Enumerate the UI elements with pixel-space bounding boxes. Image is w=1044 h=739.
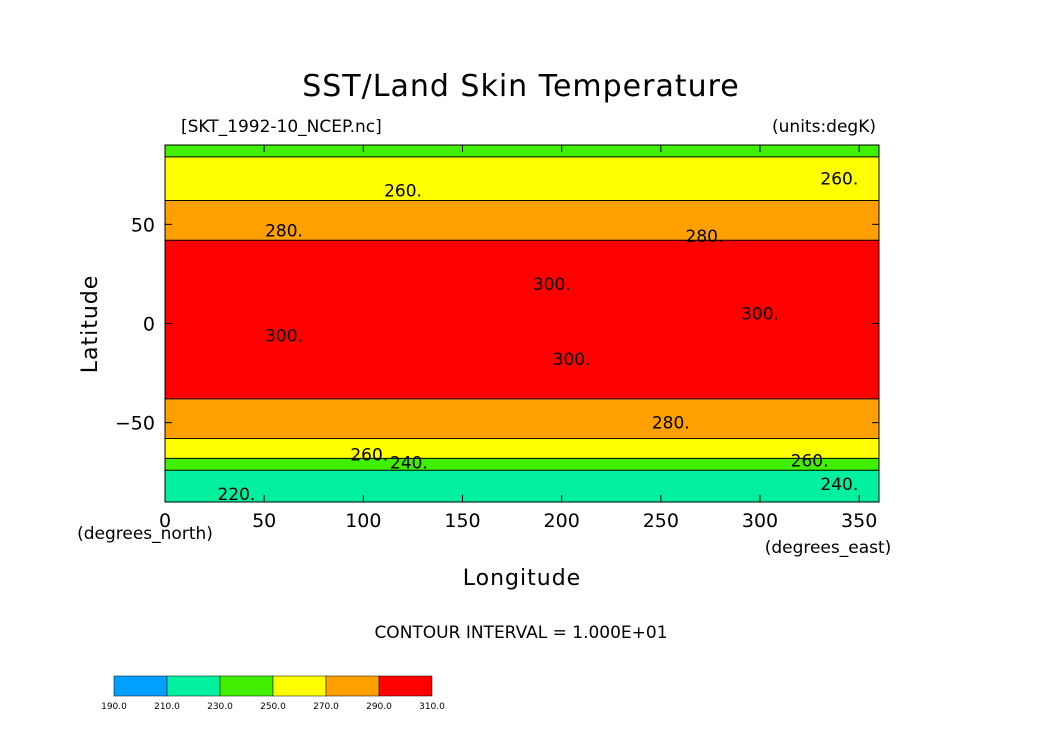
units-label: (units:degK) bbox=[772, 117, 876, 137]
x-axis-ticks: 0 50 100 150 200 250 300 350 bbox=[159, 145, 877, 532]
y-tick-label-2: 50 bbox=[131, 214, 155, 236]
chart-title: SST/Land Skin Temperature bbox=[302, 69, 740, 104]
y-axis-ticks: −50 0 50 bbox=[115, 214, 879, 435]
contour-label-7: 300. bbox=[553, 350, 591, 370]
plot-area bbox=[165, 145, 879, 502]
x-tick-label-1: 50 bbox=[252, 510, 276, 532]
contour-labels: 260. 260. 280. 280. 300. 300. 300. 300. 280. 260.… bbox=[217, 170, 858, 505]
temperature-band-7 bbox=[165, 470, 879, 502]
contour-label-3: 280. bbox=[686, 227, 724, 247]
x-tick-label-6: 300 bbox=[742, 510, 778, 532]
temperature-band-2 bbox=[165, 200, 879, 241]
temperature-band-5 bbox=[165, 438, 879, 459]
x-tick-label-4: 200 bbox=[544, 510, 580, 532]
x-tick-label-3: 150 bbox=[444, 510, 480, 532]
colorbar-level-label-2: 230.0 bbox=[207, 702, 233, 712]
colorbar-level-label-1: 210.0 bbox=[154, 702, 180, 712]
temperature-band-1 bbox=[165, 156, 879, 201]
temperature-band-0 bbox=[165, 145, 879, 157]
file-label: [SKT_1992-10_NCEP.nc] bbox=[181, 117, 382, 137]
x-tick-label-5: 250 bbox=[643, 510, 679, 532]
colorbar-level-label-4: 270.0 bbox=[313, 702, 339, 712]
contour-label-1: 260. bbox=[820, 170, 858, 190]
colorbar-swatch-3 bbox=[272, 675, 327, 697]
colorbar-level-label-6: 310.0 bbox=[419, 702, 445, 712]
y-tick-label-0: −50 bbox=[115, 413, 155, 435]
contour-label-2: 280. bbox=[265, 221, 303, 241]
colorbar-swatch-5 bbox=[378, 675, 433, 697]
temperature-band-3 bbox=[165, 240, 879, 399]
contour-interval-note: CONTOUR INTERVAL = 1.000E+01 bbox=[374, 623, 667, 643]
x-tick-label-7: 350 bbox=[841, 510, 877, 532]
colorbar: 190.0 210.0 230.0 250.0 270.0 290.0 310.0 bbox=[101, 675, 445, 712]
contour-label-5: 300. bbox=[741, 305, 779, 325]
contour-label-8: 280. bbox=[652, 414, 690, 434]
x-axis-label: Longitude bbox=[463, 566, 581, 591]
contour-label-12: 240. bbox=[820, 475, 858, 495]
y-tick-label-1: 0 bbox=[143, 314, 155, 336]
y-unit-label: (degrees_north) bbox=[77, 524, 213, 544]
contour-label-13: 220. bbox=[217, 485, 255, 505]
contour-label-4: 300. bbox=[533, 275, 571, 295]
contour-label-0: 260. bbox=[384, 182, 422, 202]
contour-label-10: 240. bbox=[390, 453, 428, 473]
colorbar-swatch-2 bbox=[219, 675, 274, 697]
x-unit-label: (degrees_east) bbox=[765, 538, 892, 558]
x-tick-label-2: 100 bbox=[345, 510, 381, 532]
contour-label-6: 300. bbox=[265, 326, 303, 346]
temperature-band-4 bbox=[165, 398, 879, 439]
contour-label-9: 260. bbox=[350, 445, 388, 465]
colorbar-level-label-0: 190.0 bbox=[101, 702, 127, 712]
colorbar-swatch-1 bbox=[166, 675, 221, 697]
y-axis-label: Latitude bbox=[78, 275, 103, 374]
x-tick-label-0: 0 bbox=[159, 510, 171, 532]
colorbar-swatch-4 bbox=[325, 675, 380, 697]
temperature-band-6 bbox=[165, 458, 879, 471]
colorbar-swatch-0 bbox=[113, 675, 168, 697]
colorbar-level-label-3: 250.0 bbox=[260, 702, 286, 712]
contour-label-11: 260. bbox=[791, 451, 829, 471]
colorbar-level-label-5: 290.0 bbox=[366, 702, 392, 712]
